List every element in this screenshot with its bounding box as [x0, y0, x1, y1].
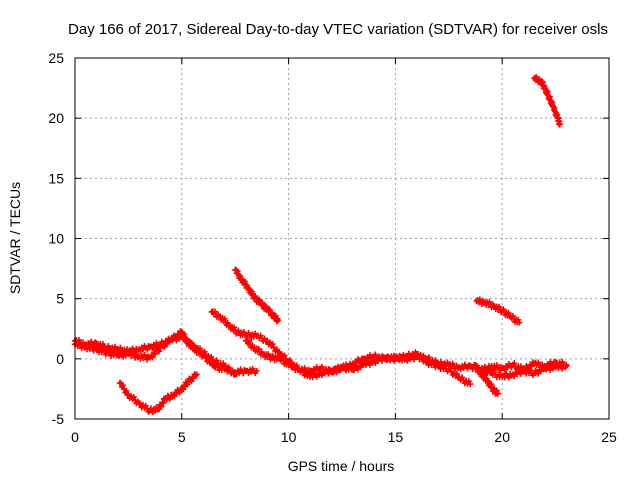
data-point [494, 390, 501, 397]
data-point [158, 403, 165, 410]
series-track-j [477, 358, 570, 374]
y-axis-label: SDTVAR / TECUs [7, 182, 23, 294]
y-tick-label: 20 [48, 110, 64, 126]
data-point [249, 288, 256, 295]
data-point [142, 402, 149, 409]
data-point [160, 400, 167, 407]
data-point [234, 268, 241, 275]
data-point [196, 345, 203, 352]
data-point [453, 370, 460, 377]
data-point [192, 372, 199, 379]
data-point [256, 296, 263, 303]
data-point [149, 354, 156, 361]
data-point [549, 362, 556, 369]
data-point [473, 362, 480, 369]
series-track-b [72, 328, 239, 378]
data-point [269, 341, 276, 348]
data-points [72, 74, 570, 416]
data-point [161, 344, 168, 351]
data-point [181, 331, 188, 338]
data-point [120, 382, 127, 389]
data-point [467, 381, 474, 388]
data-point [255, 345, 262, 352]
data-point [505, 310, 512, 317]
y-tick-label: 10 [48, 231, 64, 247]
x-tick-label: 25 [601, 429, 617, 445]
x-axis-label: GPS time / hours [288, 458, 395, 474]
data-point [279, 355, 286, 362]
data-point [176, 389, 183, 396]
axis-ticks: 0 5 10 15 20 25 -5 0 5 10 15 20 25 [48, 50, 617, 445]
data-point [130, 393, 137, 400]
data-point [221, 315, 228, 322]
series-track-h [473, 296, 523, 326]
data-point [515, 316, 522, 323]
data-point [229, 368, 236, 375]
y-tick-label: 25 [48, 50, 64, 66]
data-point [152, 350, 159, 357]
x-tick-label: 0 [71, 429, 79, 445]
x-tick-label: 5 [178, 429, 186, 445]
grid [75, 58, 609, 419]
data-point [563, 361, 570, 368]
data-point [225, 322, 232, 329]
data-point [231, 324, 238, 331]
chart-title: Day 166 of 2017, Sidereal Day-to-day VTE… [68, 21, 608, 38]
series-track-f [232, 266, 281, 325]
data-point [500, 306, 507, 313]
data-point [232, 371, 239, 378]
data-point [225, 364, 232, 371]
x-tick-label: 20 [494, 429, 510, 445]
data-point [123, 387, 130, 394]
data-point [516, 319, 523, 326]
x-tick-label: 15 [388, 429, 404, 445]
data-point [274, 317, 281, 324]
y-tick-label: 5 [56, 291, 64, 307]
data-point [259, 299, 266, 306]
data-point [208, 353, 215, 360]
data-point [201, 348, 208, 355]
data-point [509, 313, 516, 320]
data-point [488, 381, 495, 388]
data-point [237, 272, 244, 279]
data-point [164, 340, 171, 347]
series-track-i [531, 74, 563, 128]
data-point [517, 370, 524, 377]
y-tick-label: 15 [48, 170, 64, 186]
y-tick-label: -5 [52, 411, 65, 427]
data-point [183, 336, 190, 343]
data-point [252, 293, 259, 300]
data-point [246, 338, 253, 345]
data-point [253, 367, 260, 374]
data-point [556, 121, 563, 128]
data-point [156, 348, 163, 355]
data-point [193, 371, 200, 378]
data-point [357, 359, 364, 366]
data-point [241, 278, 248, 285]
x-tick-label: 10 [281, 429, 297, 445]
data-point [266, 306, 273, 313]
data-point [184, 381, 191, 388]
y-tick-label: 0 [56, 351, 64, 367]
series-track-c [116, 371, 200, 416]
